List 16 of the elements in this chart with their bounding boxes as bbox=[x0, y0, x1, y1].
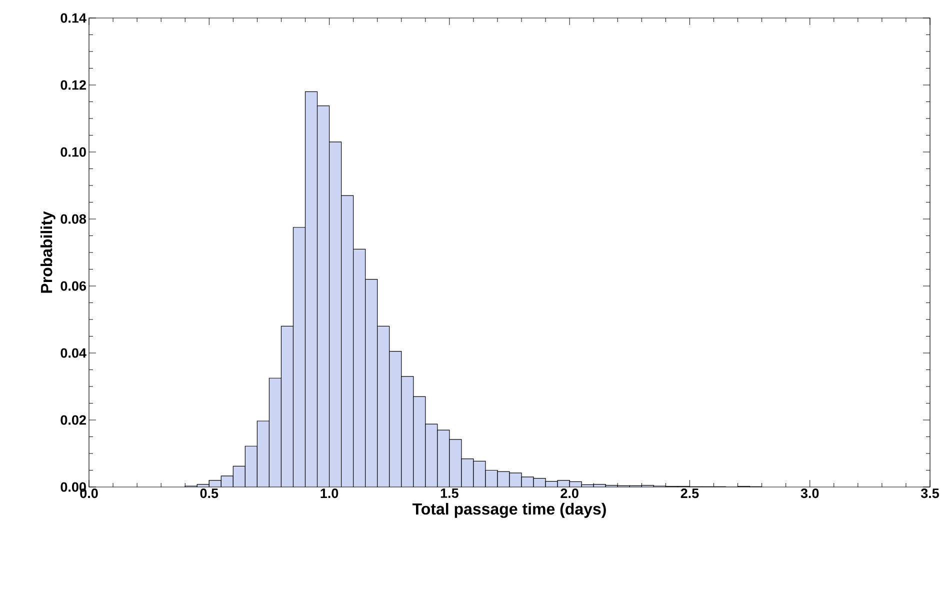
x-tick-label: 3.0 bbox=[800, 488, 819, 498]
y-tick-label: 0.06 bbox=[60, 281, 86, 291]
x-tick-label: 3.5 bbox=[920, 488, 940, 498]
x-tick-label: 1.5 bbox=[440, 488, 458, 498]
y-tick-label: 0.14 bbox=[60, 13, 86, 23]
y-tick-label: 0.10 bbox=[60, 147, 86, 157]
x-tick-label: 2.5 bbox=[680, 488, 699, 498]
y-tick-label: 0.12 bbox=[60, 80, 86, 90]
x-tick-label: 0.5 bbox=[200, 488, 218, 498]
y-tick-label: 0.04 bbox=[60, 348, 86, 358]
x-tick-label: 2.0 bbox=[560, 488, 578, 498]
y-axis-title: Probability bbox=[40, 211, 56, 293]
x-tick-label: 1.0 bbox=[320, 488, 338, 498]
y-tick-label: 0.02 bbox=[60, 415, 86, 425]
y-tick-label: 0.08 bbox=[60, 214, 86, 224]
x-axis-title: Total passage time (days) bbox=[412, 502, 606, 518]
